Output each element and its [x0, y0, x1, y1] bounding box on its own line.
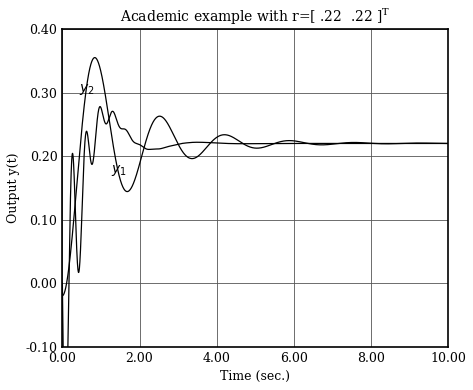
Title: Academic example with r=[ .22  .22 ]$\mathregular{^T}$: Academic example with r=[ .22 .22 ]$\mat… [120, 7, 390, 27]
Y-axis label: Output y(t): Output y(t) [7, 152, 20, 223]
X-axis label: Time (sec.): Time (sec.) [220, 370, 290, 383]
Text: $y_1$: $y_1$ [111, 163, 126, 177]
Text: $y_2$: $y_2$ [79, 82, 94, 97]
